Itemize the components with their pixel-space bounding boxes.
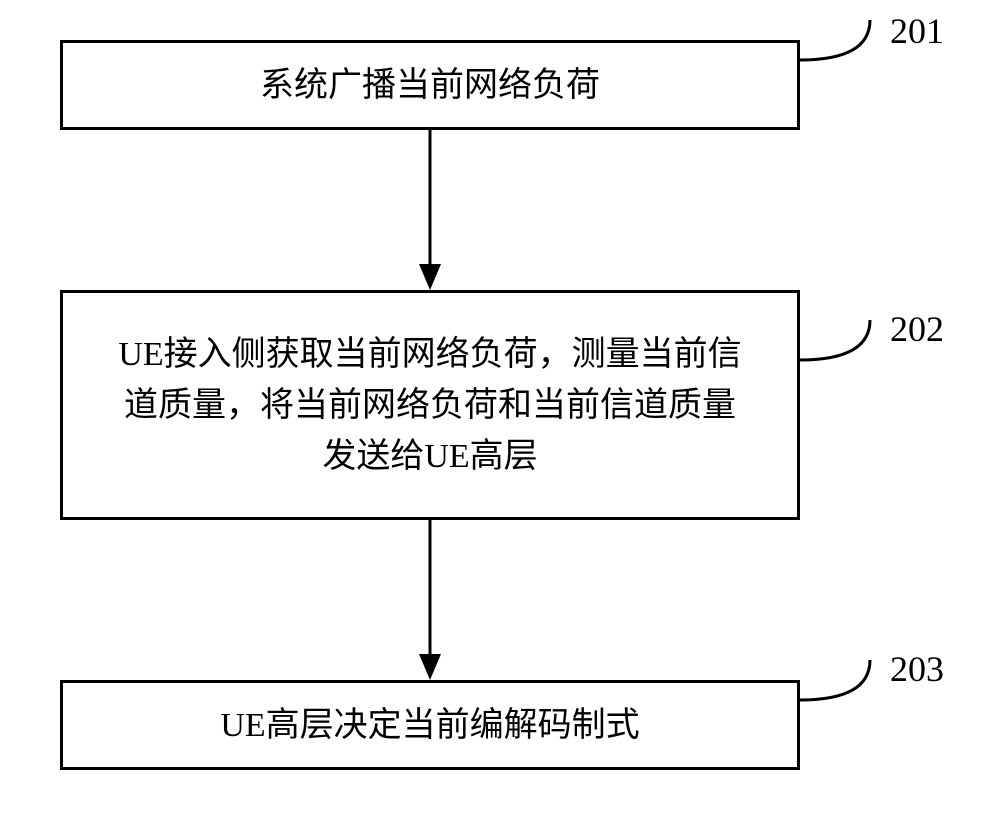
flowchart-canvas: 系统广播当前网络负荷 UE接入侧获取当前网络负荷，测量当前信道质量，将当前网络负…	[0, 0, 1000, 822]
step-text-2: UE接入侧获取当前网络负荷，测量当前信道质量，将当前网络负荷和当前信道质量发送给…	[118, 329, 741, 482]
step-label-3: 203	[890, 648, 944, 690]
step-label-2: 202	[890, 308, 944, 350]
step-label-1: 201	[890, 10, 944, 52]
step-box-1: 系统广播当前网络负荷	[60, 40, 800, 130]
step-box-3: UE高层决定当前编解码制式	[60, 680, 800, 770]
step-text-3: UE高层决定当前编解码制式	[220, 700, 639, 751]
step-text-1: 系统广播当前网络负荷	[260, 60, 600, 111]
step-box-2: UE接入侧获取当前网络负荷，测量当前信道质量，将当前网络负荷和当前信道质量发送给…	[60, 290, 800, 520]
